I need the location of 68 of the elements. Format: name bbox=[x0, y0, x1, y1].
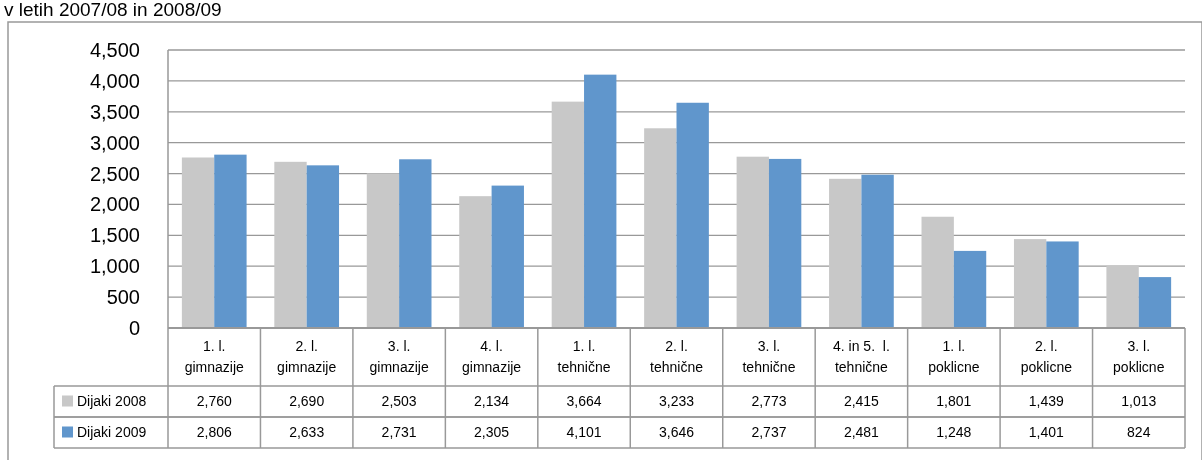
bar bbox=[861, 174, 894, 328]
x-tick-label: 2. l. tehnične bbox=[650, 337, 704, 375]
data-label: 2,134 bbox=[474, 393, 510, 410]
legend-label: Dijaki 2008 bbox=[77, 393, 147, 410]
data-label: 2,305 bbox=[474, 424, 510, 441]
legend-label: Dijaki 2009 bbox=[77, 424, 147, 441]
bar bbox=[399, 159, 432, 328]
bar bbox=[736, 156, 769, 328]
data-label: 4,101 bbox=[566, 424, 602, 441]
y-tick-label: 4,000 bbox=[89, 69, 140, 92]
bar bbox=[366, 173, 400, 328]
y-tick-label: 4,500 bbox=[89, 39, 140, 61]
x-tick-label: 4. l. gimnazije bbox=[462, 337, 522, 375]
data-label: 2,760 bbox=[196, 393, 232, 410]
data-label: 2,415 bbox=[843, 393, 880, 410]
y-tick-label: 1,500 bbox=[89, 224, 140, 247]
data-label: 2,633 bbox=[289, 424, 325, 441]
bar bbox=[1046, 241, 1079, 328]
y-tick-label: 3,000 bbox=[89, 131, 140, 154]
bar bbox=[644, 128, 677, 328]
data-label: 2,731 bbox=[381, 424, 417, 441]
bar bbox=[953, 250, 987, 328]
x-tick-label: 3. l. gimnazije bbox=[369, 337, 429, 375]
bar bbox=[551, 101, 585, 328]
data-label: 2,806 bbox=[196, 424, 232, 441]
bar bbox=[921, 216, 954, 328]
data-label: 2,773 bbox=[751, 393, 787, 410]
x-tick-label: 3. l. tehnične bbox=[742, 337, 796, 375]
data-label: 1,013 bbox=[1121, 393, 1157, 410]
data-label: 3,646 bbox=[658, 424, 695, 441]
chart-title: v letih 2007/08 in 2008/09 bbox=[4, 0, 222, 20]
bar bbox=[214, 154, 247, 328]
bar bbox=[459, 196, 492, 328]
data-label: 1,439 bbox=[1028, 393, 1065, 410]
y-tick-label: 2,000 bbox=[89, 193, 140, 216]
y-tick-label: 2,500 bbox=[89, 162, 140, 185]
bar bbox=[306, 165, 340, 328]
bar bbox=[274, 161, 307, 328]
bar bbox=[1013, 239, 1047, 328]
x-tick-label: 2. l. gimnazije bbox=[277, 337, 337, 375]
data-label: 2,690 bbox=[289, 393, 325, 410]
data-label: 3,233 bbox=[658, 393, 695, 410]
data-label: 2,737 bbox=[751, 424, 787, 441]
data-label: 2,481 bbox=[843, 424, 880, 441]
x-tick-label: 3. l. poklicne bbox=[1113, 337, 1165, 375]
x-tick-label: 1. l. tehnične bbox=[557, 337, 611, 375]
bar bbox=[768, 158, 802, 328]
data-label: 1,248 bbox=[936, 424, 972, 441]
bar bbox=[676, 102, 709, 328]
data-label: 2,503 bbox=[381, 393, 417, 410]
data-label: 1,801 bbox=[936, 393, 972, 410]
x-tick-label: 1. l. gimnazije bbox=[184, 337, 245, 375]
data-label: 824 bbox=[1127, 424, 1151, 441]
x-tick-label: 4. in 5. l. tehnične bbox=[833, 337, 890, 375]
data-label: 1,401 bbox=[1028, 424, 1065, 441]
y-tick-label: 3,500 bbox=[89, 100, 140, 123]
y-tick-label: 1,000 bbox=[89, 255, 140, 278]
x-tick-label: 2. l. poklicne bbox=[1020, 337, 1073, 375]
bar bbox=[491, 185, 524, 328]
x-tick-label: 1. l. poklicne bbox=[928, 337, 980, 375]
y-tick-label: 0 bbox=[128, 317, 140, 339]
bar bbox=[584, 74, 617, 328]
bar bbox=[181, 157, 215, 328]
y-tick-label: 500 bbox=[106, 286, 140, 309]
bar bbox=[829, 178, 862, 328]
bar bbox=[1138, 277, 1172, 328]
bar bbox=[1106, 265, 1139, 328]
data-label: 3,664 bbox=[566, 393, 602, 410]
